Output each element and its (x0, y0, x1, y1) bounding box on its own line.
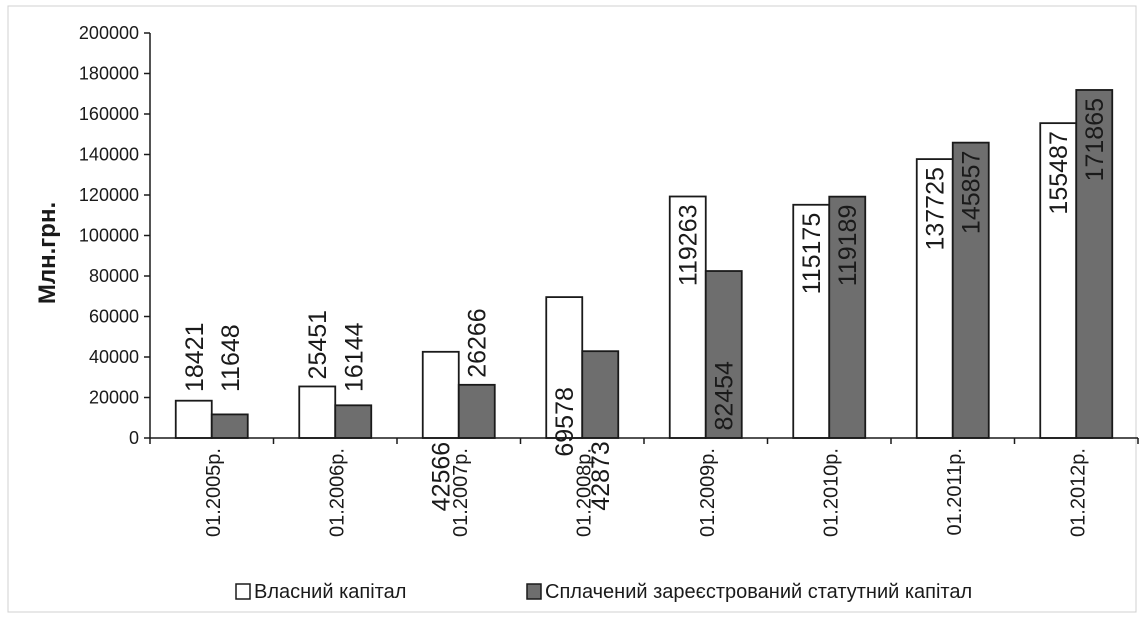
bars-group (174, 89, 1114, 439)
data-label-own-capital: 42566 (428, 442, 456, 512)
y-tick-label: 20000 (89, 388, 139, 408)
data-label-own-capital: 155487 (1045, 131, 1073, 214)
y-tick-label: 200000 (79, 23, 139, 43)
bar-paid-capital (334, 404, 373, 439)
data-labels-group: 18421 11648 25451 16144 42566 26266 69578 42873… (181, 98, 1110, 511)
legend-label-paid-capital: Сплачений зареєстрований статутний капіт… (545, 581, 972, 603)
data-label-paid-capital: 171865 (1081, 98, 1109, 181)
y-tick-label: 60000 (89, 307, 139, 327)
bar-paid-capital (704, 270, 743, 439)
bar-own-capital (174, 399, 213, 439)
y-tick-label: 180000 (79, 64, 139, 84)
data-label-own-capital: 25451 (304, 310, 332, 380)
chart-area-border (7, 5, 1137, 613)
data-label-paid-capital: 11648 (217, 324, 245, 392)
legend: Власний капітал Сплачений зареєстрований… (235, 581, 972, 603)
y-axis-title: Млн.грн. (34, 202, 61, 304)
y-tick-label: 0 (129, 428, 139, 448)
bar-paid-capital (951, 141, 990, 439)
bar-own-capital (421, 350, 460, 439)
legend-label-own-capital: Власний капітал (254, 581, 406, 603)
y-tick-label: 160000 (79, 104, 139, 124)
y-tick-label: 140000 (79, 145, 139, 165)
legend-swatch-own-capital (235, 583, 251, 600)
category-label: 01.2009р. (697, 448, 719, 537)
category-label: 01.2011р. (944, 448, 966, 536)
category-label: 01.2007р. (450, 448, 472, 537)
category-label: 01.2012р. (1067, 448, 1089, 537)
data-label-paid-capital: 26266 (464, 308, 492, 378)
bar-own-capital (545, 296, 584, 439)
bar-paid-capital (828, 195, 867, 439)
category-labels-group: 01.2005р. 01.2006р. 01.2007р. 01.2008р. 01.2… (149, 438, 1139, 537)
data-label-own-capital: 137725 (922, 167, 950, 250)
data-label-paid-capital: 145857 (958, 151, 986, 234)
data-label-own-capital: 69578 (551, 387, 579, 457)
category-label: 01.2008р. (573, 448, 595, 537)
y-axis-ticks: 0 20000 40000 60000 80000 100000 120000 140000 1… (79, 23, 150, 448)
bar-paid-capital (210, 413, 249, 439)
category-label: 01.2006р. (326, 448, 348, 537)
y-tick-label: 120000 (79, 185, 139, 205)
category-label: 01.2005р. (203, 448, 225, 537)
data-label-paid-capital: 16144 (340, 322, 368, 392)
data-label-paid-capital: 42873 (587, 441, 615, 511)
bar-paid-capital (1075, 89, 1114, 439)
data-label-paid-capital: 119189 (834, 205, 862, 287)
y-tick-label: 80000 (89, 266, 139, 286)
bar-own-capital (298, 385, 337, 439)
y-tick-label: 40000 (89, 347, 139, 367)
bar-own-capital (1039, 122, 1078, 439)
data-label-own-capital: 115175 (798, 213, 826, 295)
data-label-own-capital: 18421 (181, 322, 209, 392)
bar-paid-capital (581, 350, 620, 439)
data-label-own-capital: 119263 (675, 204, 703, 286)
data-label-paid-capital: 82454 (711, 361, 739, 431)
bar-paid-capital (457, 383, 496, 439)
bar-own-capital (915, 158, 954, 439)
y-tick-label: 100000 (79, 226, 139, 246)
category-label: 01.2010р. (820, 448, 842, 537)
legend-swatch-paid-capital (526, 583, 542, 600)
bar-own-capital (668, 195, 707, 439)
